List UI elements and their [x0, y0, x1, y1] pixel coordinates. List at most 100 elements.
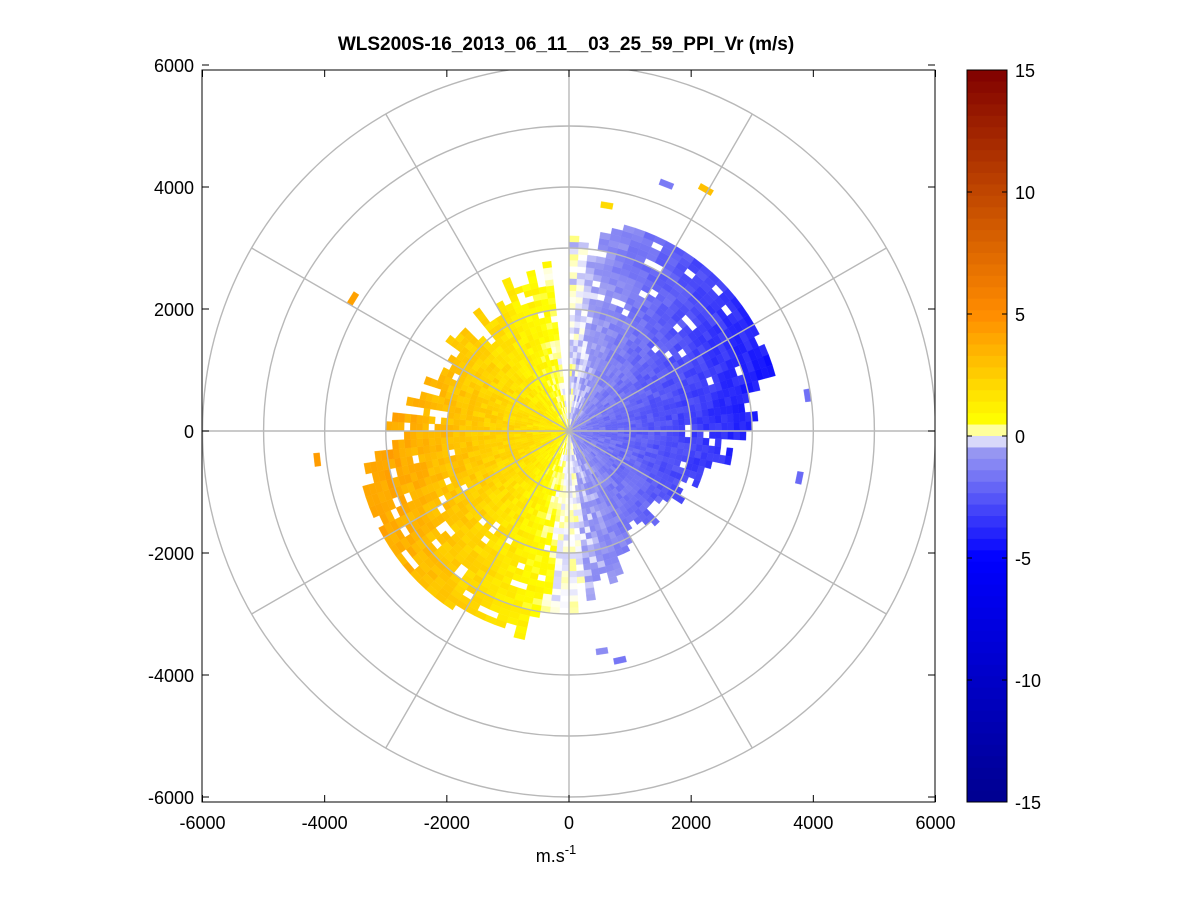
colorbar-bands: [967, 70, 1007, 803]
velocity-cell: [751, 380, 761, 392]
velocity-cell: [572, 491, 577, 499]
velocity-cell: [678, 436, 686, 444]
velocity-cell: [495, 434, 503, 439]
velocity-cell: [465, 430, 472, 437]
velocity-cell: [666, 425, 673, 432]
velocity-cell: [471, 425, 478, 432]
velocity-cell: [659, 435, 667, 442]
velocity-cell: [577, 515, 584, 523]
y-tick-label: -4000: [148, 666, 194, 686]
velocity-cell: [733, 421, 741, 432]
velocity-cell: [572, 503, 578, 511]
velocity-cell: [666, 419, 673, 427]
velocity-cell: [573, 327, 581, 335]
velocity-cell: [584, 273, 595, 281]
velocity-cell: [564, 516, 570, 523]
colorbar-band: [967, 367, 1007, 380]
velocity-cell: [572, 497, 577, 505]
velocity-cell: [671, 413, 679, 421]
velocity-cell: [653, 421, 661, 427]
x-axis-label-text: m.s: [536, 846, 565, 866]
velocity-cell: [446, 424, 454, 432]
velocity-cell: [690, 424, 698, 432]
azimuth-spoke: [385, 113, 570, 432]
colorbar-band: [967, 172, 1007, 185]
velocity-cell: [727, 422, 735, 432]
x-tick-label: -4000: [302, 813, 348, 833]
velocity-cell: [579, 533, 587, 541]
velocity-cell: [678, 430, 686, 438]
velocity-cell: [374, 450, 383, 462]
velocity-cell: [562, 540, 570, 548]
colorbar-band: [967, 424, 1007, 437]
y-tick-label: 6000: [154, 56, 194, 76]
velocity-cell: [550, 539, 558, 547]
velocity-cell: [568, 241, 580, 249]
velocity-cell: [576, 570, 585, 578]
azimuth-spoke: [385, 430, 570, 749]
velocity-cell: [654, 430, 661, 436]
azimuth-spoke: [568, 430, 753, 749]
velocity-cell: [422, 423, 429, 432]
velocity-cell: [465, 419, 472, 427]
velocity-cell: [726, 413, 734, 423]
velocity-cell: [501, 434, 509, 439]
velocity-cell: [576, 576, 586, 584]
velocity-cell: [696, 423, 704, 432]
velocity-cell: [714, 414, 722, 424]
colorbar-band: [967, 81, 1007, 94]
velocity-cell: [568, 607, 579, 615]
velocity-cell: [590, 286, 600, 294]
velocity-cell: [554, 339, 561, 347]
y-tick-label: 2000: [154, 300, 194, 320]
velocity-cell: [568, 601, 579, 609]
velocity-cell: [702, 416, 710, 425]
x-tick-label: 6000: [915, 813, 955, 833]
velocity-cell: [709, 423, 716, 432]
velocity-cell: [557, 527, 565, 535]
velocity-cell: [578, 521, 585, 529]
y-tick-label: 4000: [154, 178, 194, 198]
y-tick-label: 0: [184, 422, 194, 442]
velocity-cell: [477, 421, 485, 427]
velocity-cell: [573, 515, 579, 523]
velocity-cell: [562, 546, 570, 554]
colorbar-tick-label: 5: [1015, 305, 1025, 325]
velocity-cell: [659, 415, 667, 422]
velocity-cell: [678, 424, 686, 432]
velocity-cell: [560, 577, 570, 584]
velocity-cell: [465, 425, 472, 432]
velocity-cell: [553, 333, 560, 341]
velocity-cell: [422, 430, 429, 439]
velocity-cell: [385, 421, 393, 432]
velocity-cell: [465, 435, 472, 443]
velocity-cell: [546, 291, 556, 299]
velocity-cell: [445, 334, 456, 346]
velocity-cell: [701, 408, 709, 418]
velocity-cell: [416, 446, 425, 456]
colorbar-band: [967, 721, 1007, 734]
velocity-cell: [568, 272, 578, 279]
velocity-cell: [714, 438, 722, 448]
velocity-cell: [721, 430, 728, 440]
colorbar-tick-label: 10: [1015, 183, 1035, 203]
velocity-cell: [403, 430, 411, 440]
velocity-cell: [574, 533, 581, 541]
velocity-cell: [576, 278, 586, 286]
velocity-cell: [459, 436, 466, 443]
velocity-cell: [552, 576, 562, 584]
colorbar-band: [967, 161, 1007, 174]
velocity-cell: [672, 419, 679, 426]
velocity-cell: [404, 439, 412, 449]
velocity-cell: [417, 453, 426, 463]
colorbar-band: [967, 516, 1007, 528]
velocity-cell: [709, 430, 716, 439]
velocity-cell: [719, 406, 728, 416]
velocity-cell: [477, 430, 484, 436]
colorbar-band: [967, 321, 1007, 334]
velocity-cell: [416, 430, 423, 440]
colorbar-band: [967, 653, 1007, 666]
velocity-cell: [428, 437, 436, 446]
velocity-cell: [453, 442, 461, 450]
